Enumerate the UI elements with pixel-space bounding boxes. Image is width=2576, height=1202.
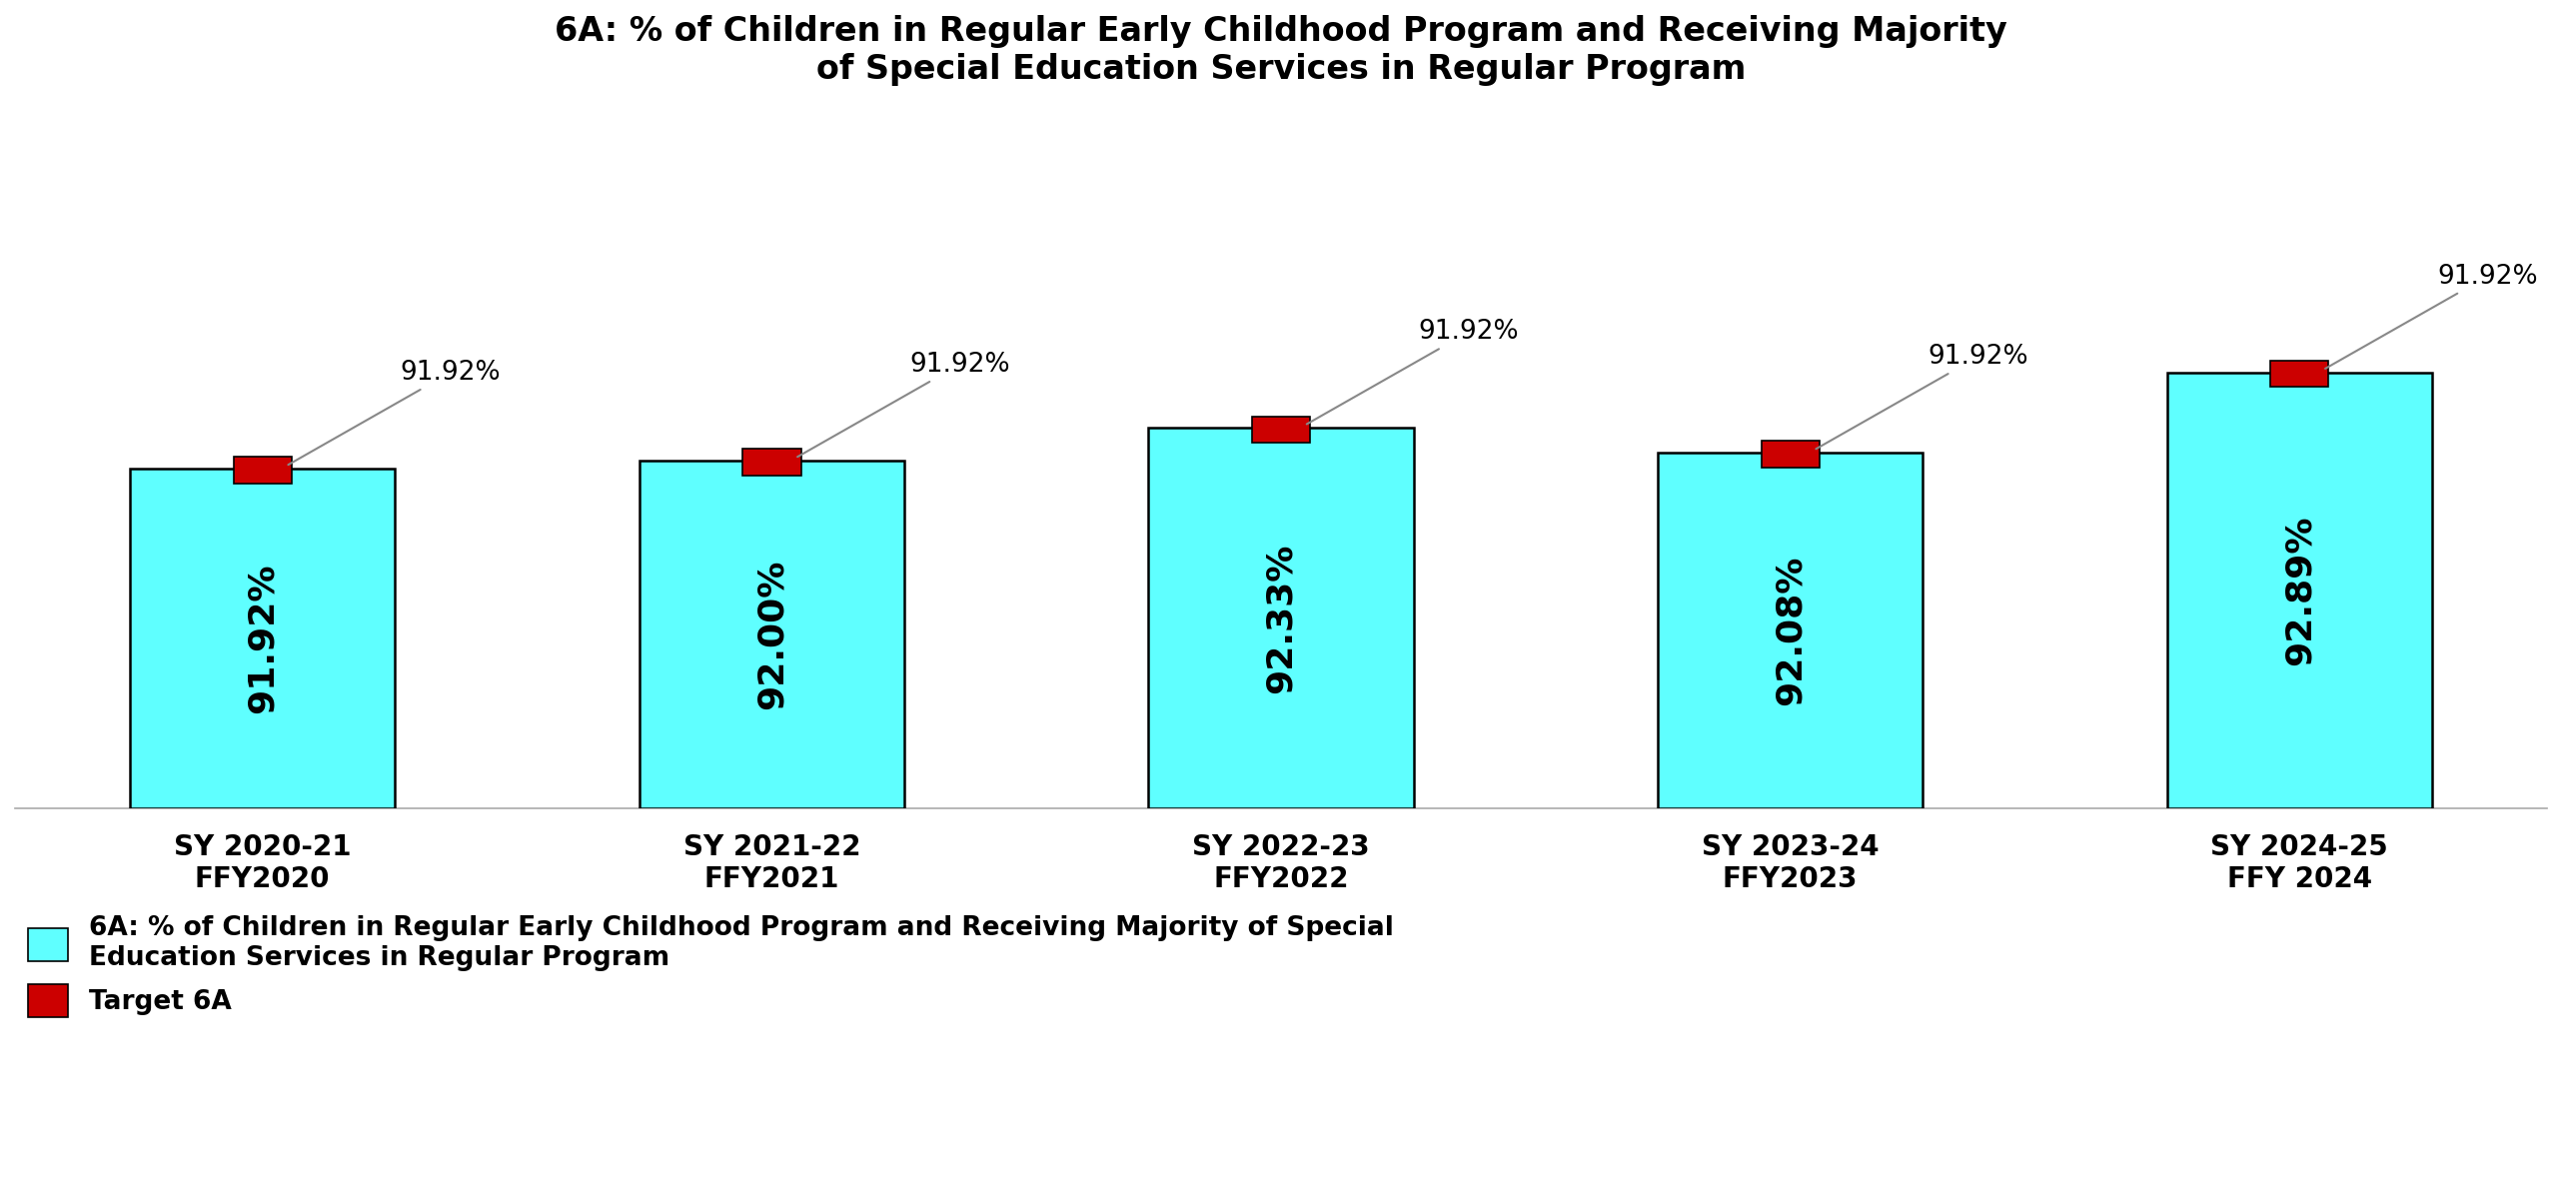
Bar [129,469,394,808]
Text: 91.92%: 91.92% [289,359,500,465]
Text: 92.00%: 92.00% [755,559,788,709]
Bar [2269,361,2329,387]
Bar [742,450,801,475]
Bar [1149,428,1414,808]
Text: 91.92%: 91.92% [1816,344,2027,448]
Text: 91.92%: 91.92% [1306,319,1520,424]
Legend: 6A: % of Children in Regular Early Childhood Program and Receiving Majority of S: 6A: % of Children in Regular Early Child… [28,916,1394,1017]
Text: 92.89%: 92.89% [2282,514,2316,666]
Text: 92.33%: 92.33% [1265,543,1298,694]
Bar [639,460,904,808]
Text: 91.92%: 91.92% [245,563,278,714]
Bar [1659,453,1922,808]
Bar [1252,416,1311,442]
Bar [234,457,291,483]
Bar [2166,373,2432,808]
Text: 92.08%: 92.08% [1772,555,1808,706]
Text: 91.92%: 91.92% [799,351,1010,457]
Title: 6A: % of Children in Regular Early Childhood Program and Receiving Majority
of S: 6A: % of Children in Regular Early Child… [554,14,2007,87]
Text: 91.92%: 91.92% [2326,263,2537,369]
Bar [1762,441,1819,468]
